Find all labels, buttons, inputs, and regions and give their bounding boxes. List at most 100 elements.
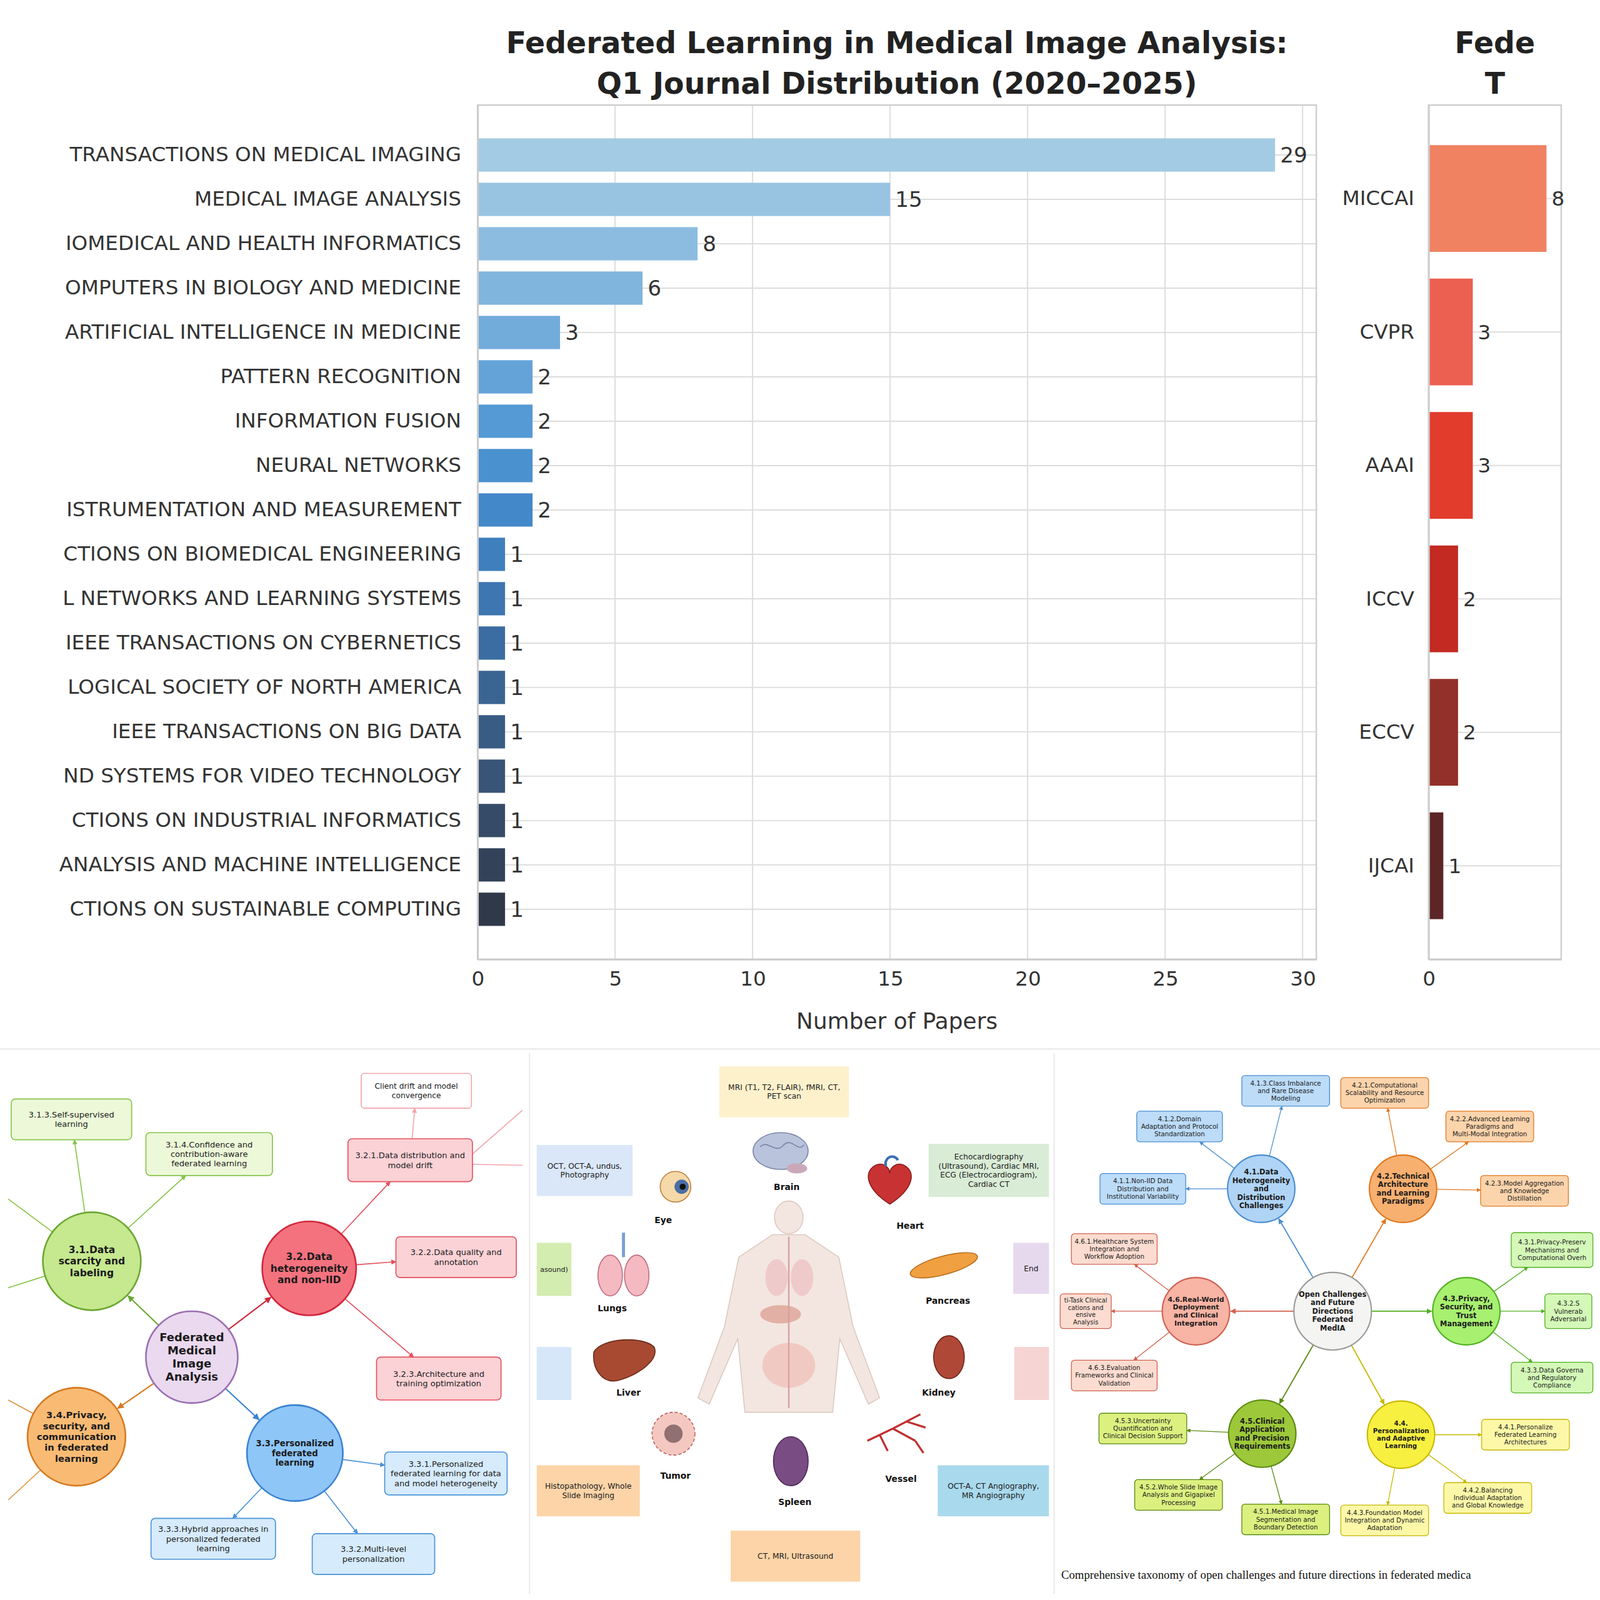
text-line: Distribution and <box>1116 1185 1169 1193</box>
connector <box>1371 1310 1432 1312</box>
topic-label: 3.3.2.Multi-levelpersonalization <box>340 1544 407 1564</box>
grid-line-y <box>477 509 1317 511</box>
text-line: Validation <box>1098 1379 1131 1387</box>
center-node <box>145 1311 238 1404</box>
challenge-box <box>1060 1293 1112 1329</box>
grid-line-y <box>477 864 1317 866</box>
plot-frame <box>1428 105 1562 960</box>
brain-icon <box>760 1142 804 1149</box>
text-line: Trust <box>1456 1311 1477 1320</box>
text-line: Open Challenges <box>1298 1290 1367 1299</box>
text-line: ti-Task Clinical <box>1064 1296 1108 1304</box>
brain-icon <box>786 1163 808 1174</box>
text-line: 4.2.3.Model Aggregation <box>1485 1179 1564 1187</box>
grid-line-x <box>751 105 754 960</box>
text-line: 3.3.3.Hybrid approaches in <box>158 1524 269 1534</box>
connector <box>232 1487 262 1519</box>
connector <box>1493 1331 1533 1363</box>
y-tick: CTIONS ON BIOMEDICAL ENGINEERING <box>63 541 478 566</box>
challenge-label: 4.2.3.Model Aggregationand KnowledgeDist… <box>1485 1179 1564 1202</box>
text-line: 3.1.3.Self-supervised <box>28 1110 115 1120</box>
text-line: Standardization <box>1154 1130 1205 1138</box>
grid-line-x <box>1164 105 1166 960</box>
grid-line-x <box>1301 105 1304 960</box>
y-tick: ANALYSIS AND MACHINE INTELLIGENCE <box>59 852 478 877</box>
x-tick: 5 <box>609 959 623 992</box>
text-line: and Precision <box>1235 1433 1290 1443</box>
text-line: communication <box>36 1431 117 1442</box>
category-label: 4.6.Real-WorldDeploymentand ClinicalInte… <box>1168 1295 1225 1328</box>
challenge-box <box>1340 1077 1429 1109</box>
connector <box>1230 1310 1294 1312</box>
text-line: 3.2.3.Architecture and <box>393 1369 485 1379</box>
vessel-icon <box>867 1414 926 1454</box>
text-line: 4.3.3.Data Governa <box>1520 1366 1584 1374</box>
topic-box <box>312 1533 435 1575</box>
x-tick: 20 <box>1015 959 1042 992</box>
bar <box>477 271 643 305</box>
data-label: 2 <box>537 364 552 390</box>
organ-label: Eye <box>654 1215 672 1226</box>
grid-line-y <box>477 775 1317 777</box>
connector <box>472 1110 523 1154</box>
text-line: 4.3.2.S <box>1556 1299 1580 1307</box>
text-line: Cardiac CT <box>968 1180 1010 1189</box>
organ-label: Pancreas <box>925 1295 970 1306</box>
connector <box>117 1383 154 1409</box>
y-tick: MICCAI <box>1342 186 1429 210</box>
x-tick-label: 0 <box>1422 966 1436 991</box>
eye-icon <box>660 1171 691 1202</box>
text-line: labeling <box>70 1267 114 1279</box>
y-tick-label: PATTERN RECOGNITION <box>220 364 462 389</box>
bar <box>477 404 533 438</box>
grid-line-y <box>477 731 1317 733</box>
topic-box <box>151 1518 276 1559</box>
branch-node <box>262 1221 357 1315</box>
category-label: 4.3.Privacy,Security, andTrustManagement <box>1440 1294 1494 1329</box>
y-tick-label: ICCV <box>1365 586 1415 611</box>
category-label: 4.1.DataHeterogeneityandDistributionChal… <box>1232 1167 1291 1210</box>
text-line: and Rare Disease <box>1257 1086 1314 1095</box>
connector <box>1269 1106 1282 1157</box>
topic-label: 3.2.1.Data distribution andmodel drift <box>355 1150 465 1170</box>
text-line: Mechanisms and <box>1525 1246 1579 1254</box>
body-vessel <box>788 1236 790 1409</box>
grid-line-y <box>477 820 1317 822</box>
challenge-box <box>1481 1419 1570 1450</box>
connector <box>1186 1430 1229 1433</box>
data-labels: 833221 <box>1448 186 1565 879</box>
text-line: 3.2.Data <box>285 1251 333 1264</box>
data-label: 8 <box>1551 186 1565 211</box>
body-organ <box>790 1259 814 1297</box>
organ-label: Tumor <box>660 1470 692 1481</box>
separator <box>1053 1053 1055 1594</box>
text-line: contribution-aware <box>170 1149 249 1159</box>
bar <box>477 493 533 527</box>
y-tick: IOMEDICAL AND HEALTH INFORMATICS <box>65 231 478 255</box>
text-line: 4.2.Technical <box>1376 1171 1430 1181</box>
connector <box>225 1388 260 1420</box>
text-line: Adaptation and Protocol <box>1141 1122 1219 1130</box>
challenge-box <box>1445 1111 1534 1142</box>
text-line: 4.4. <box>1394 1419 1409 1427</box>
data-label: 6 <box>647 275 662 301</box>
challenge-label: 4.5.1.Medical ImageSegmentation andBound… <box>1253 1507 1319 1530</box>
mind-map: 3.1.3.Self-supervisedlearning3.1.4.Confi… <box>8 1073 523 1575</box>
topic-label: 3.2.3.Architecture andtraining optimizat… <box>393 1369 485 1389</box>
grid-line-x <box>889 105 891 960</box>
challenge-category <box>1369 1155 1437 1223</box>
modality-label: OCT-A, CT Angiography,MR Angiography <box>947 1481 1039 1500</box>
challenge-box <box>1241 1075 1330 1107</box>
y-tick: INFORMATION FUSION <box>235 408 478 433</box>
panel-separators <box>0 1048 1600 1594</box>
modality-box <box>730 1530 860 1582</box>
connector <box>128 1295 159 1325</box>
text-line: Client drift and model <box>374 1081 458 1091</box>
connector <box>128 1175 186 1229</box>
y-tick: LOGICAL SOCIETY OF NORTH AMERICA <box>67 675 478 699</box>
text-line: Federated <box>1311 1315 1354 1324</box>
text-line: Architecture <box>1378 1180 1429 1189</box>
challenge-box <box>1100 1173 1186 1205</box>
x-axis-line <box>1429 958 1562 960</box>
bar-chart: 8332210MICCAICVPRAAAIICCVECCVIJCAIFedeT <box>1342 25 1565 992</box>
